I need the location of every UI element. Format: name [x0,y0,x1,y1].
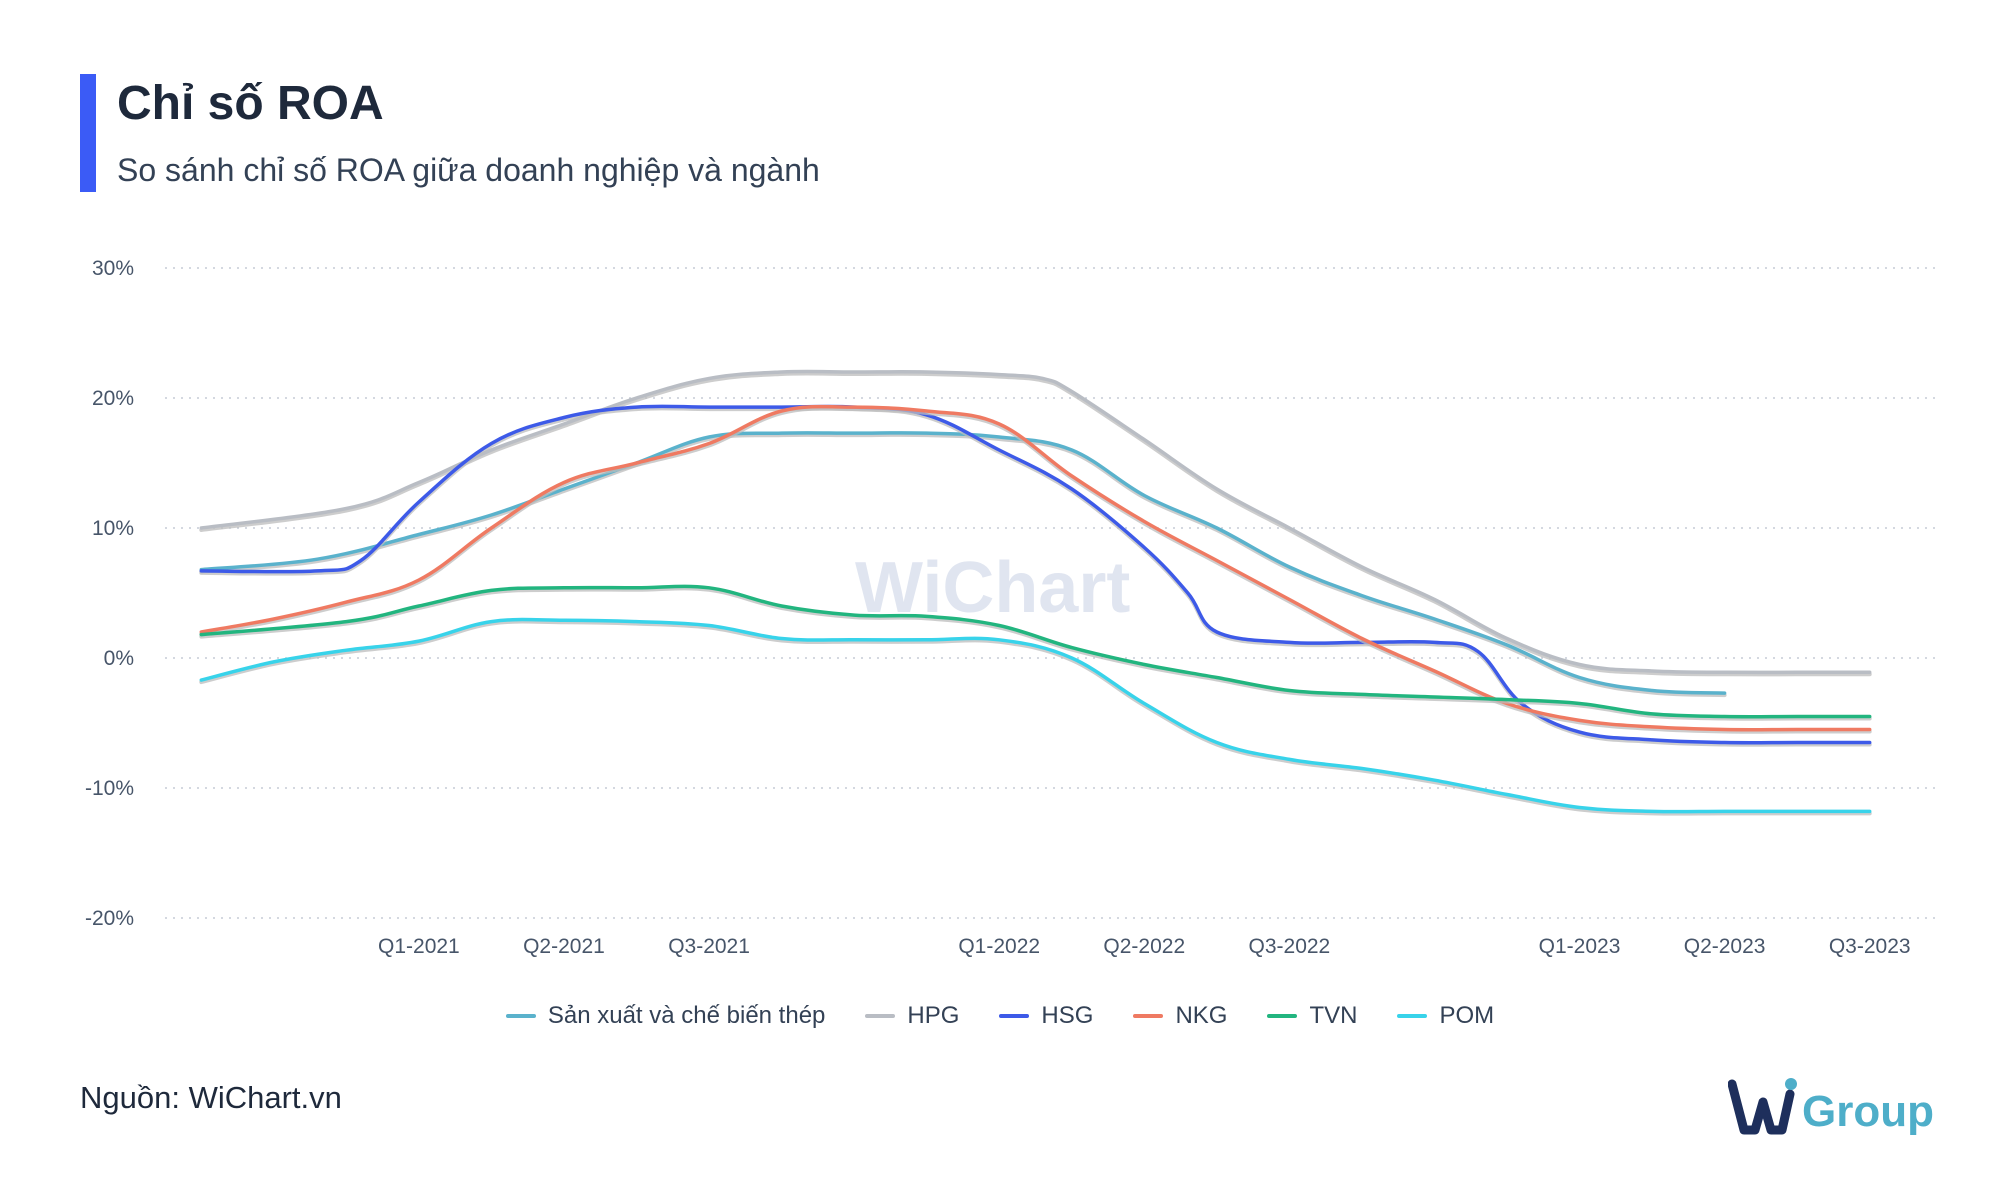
legend-swatch [1267,1014,1298,1018]
line-chart: WiChart 30%20%10%0%-10%-20% Q1-2021 Q2-20… [85,257,1935,958]
legend-item[interactable]: NKG [1133,1002,1227,1030]
legend-item[interactable]: POM [1397,1002,1494,1030]
chart-title: Chỉ số ROA [117,77,384,130]
y-tick-label: 30% [92,257,134,280]
series-line-shadow [199,432,1727,698]
series-line[interactable] [199,404,1872,745]
x-tick-label: Q1-2022 [958,935,1040,958]
legend-swatch [1133,1014,1164,1018]
y-tick-label: -10% [85,777,134,800]
legend-label: HSG [1041,1002,1094,1029]
legend-swatch [505,1014,536,1018]
x-tick-label: Q1-2021 [378,935,460,958]
legend-label: NKG [1175,1002,1228,1029]
series-line[interactable] [199,369,1872,675]
series-line[interactable] [199,617,1872,814]
legend-label: Sản xuất và chế biến thép [547,1002,826,1029]
y-tick-label: 10% [92,517,134,540]
legend-label: TVN [1309,1002,1358,1029]
y-tick-label: 0% [104,647,134,670]
x-tick-label: Q3-2022 [1249,935,1331,958]
x-tick-label: Q1-2023 [1539,935,1621,958]
x-tick-label: Q2-2023 [1684,935,1766,958]
series-line-shadow [199,619,1872,816]
legend-item[interactable]: HPG [865,1002,959,1030]
y-tick-label: 20% [92,387,134,410]
x-tick-label: Q2-2021 [523,935,605,958]
legend-label: POM [1439,1002,1495,1029]
x-tick-label: Q3-2023 [1829,935,1911,958]
legend-swatch [865,1014,896,1018]
legend-item[interactable]: TVN [1267,1002,1357,1030]
series-line[interactable] [199,404,1872,732]
series-lines [199,369,1872,816]
x-tick-label: Q2-2022 [1103,935,1185,958]
chart-legend: Sản xuất và chế biến thép HPG HSG NKG TVN POM [0,1002,2000,1030]
legend-swatch [1397,1014,1428,1018]
wigroup-logo: Group [1728,1076,1934,1136]
series-line-shadow [199,586,1872,721]
legend-item[interactable]: HSG [999,1002,1093,1030]
series-line[interactable] [199,431,1727,695]
y-tick-label: -20% [85,907,134,930]
y-axis-tick-labels: 30% 20% 10% 0% -10% -20% [85,257,134,930]
legend-label: HPG [907,1002,960,1029]
title-accent-bar [80,74,96,192]
x-tick-label: Q3-2021 [668,935,750,958]
wi-logo-icon [1728,1078,1797,1135]
series-line-shadow [199,371,1872,677]
series-line[interactable] [199,584,1872,719]
chart-subtitle: So sánh chỉ số ROA giữa doanh nghiệp và … [117,152,820,188]
legend-swatch [999,1014,1030,1018]
x-axis-tick-labels: Q1-2021 Q2-2021 Q3-2021 Q1-2022 Q2-2022 Q3-20… [378,935,1911,958]
legend-item[interactable]: Sản xuất và chế biến thép [505,1002,826,1030]
logo-wordmark: Group [1802,1087,1934,1136]
source-credit: Nguồn: WiChart.vn [80,1080,342,1115]
